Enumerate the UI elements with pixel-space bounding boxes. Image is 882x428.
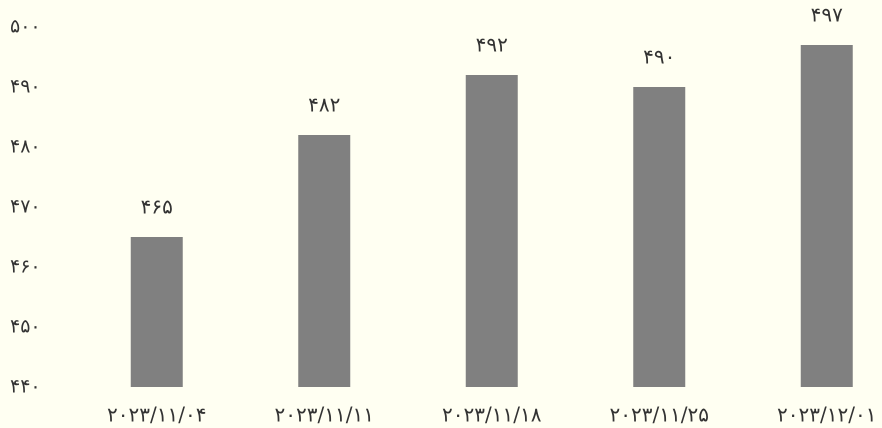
y-tick-label: ۴۶۰ — [10, 256, 41, 278]
bars-group — [130, 45, 853, 387]
y-axis: ۴۴۰ ۴۵۰ ۴۶۰ ۴۷۰ ۴۸۰ ۴۹۰ ۵۰۰ — [10, 16, 41, 398]
y-tick-label: ۴۵۰ — [10, 316, 41, 338]
y-tick-label: ۵۰۰ — [10, 16, 41, 38]
x-tick-label: ۲۰۲۳/۱۱/۰۴ — [107, 403, 206, 427]
bar-value-label: ۴۹۷ — [811, 3, 843, 27]
bar-value-label: ۴۹۰ — [643, 45, 675, 69]
bar — [800, 45, 853, 387]
bar — [465, 75, 518, 387]
bar — [633, 87, 686, 387]
bar-value-label: ۴۹۲ — [476, 33, 508, 57]
x-tick-label: ۲۰۲۳/۱۱/۱۸ — [442, 403, 542, 427]
bar — [298, 135, 351, 387]
y-tick-label: ۴۹۰ — [10, 76, 41, 98]
bar-value-label: ۴۶۵ — [141, 195, 173, 219]
x-tick-label: ۲۰۲۳/۱۲/۰۱ — [777, 403, 876, 427]
y-tick-label: ۴۴۰ — [10, 376, 41, 398]
bar-value-label: ۴۸۲ — [308, 93, 340, 117]
y-tick-label: ۴۸۰ — [10, 136, 41, 158]
x-axis: ۲۰۲۳/۱۱/۰۴ ۲۰۲۳/۱۱/۱۱ ۲۰۲۳/۱۱/۱۸ ۲۰۲۳/۱۱/۲۵… — [107, 403, 876, 427]
bar-value-labels: ۴۶۵ ۴۸۲ ۴۹۲ ۴۹۰ ۴۹۷ — [141, 3, 843, 219]
bar — [130, 237, 183, 387]
x-tick-label: ۲۰۲۳/۱۱/۲۵ — [610, 403, 709, 427]
x-tick-label: ۲۰۲۳/۱۱/۱۱ — [275, 403, 374, 427]
y-tick-label: ۴۷۰ — [10, 196, 41, 218]
